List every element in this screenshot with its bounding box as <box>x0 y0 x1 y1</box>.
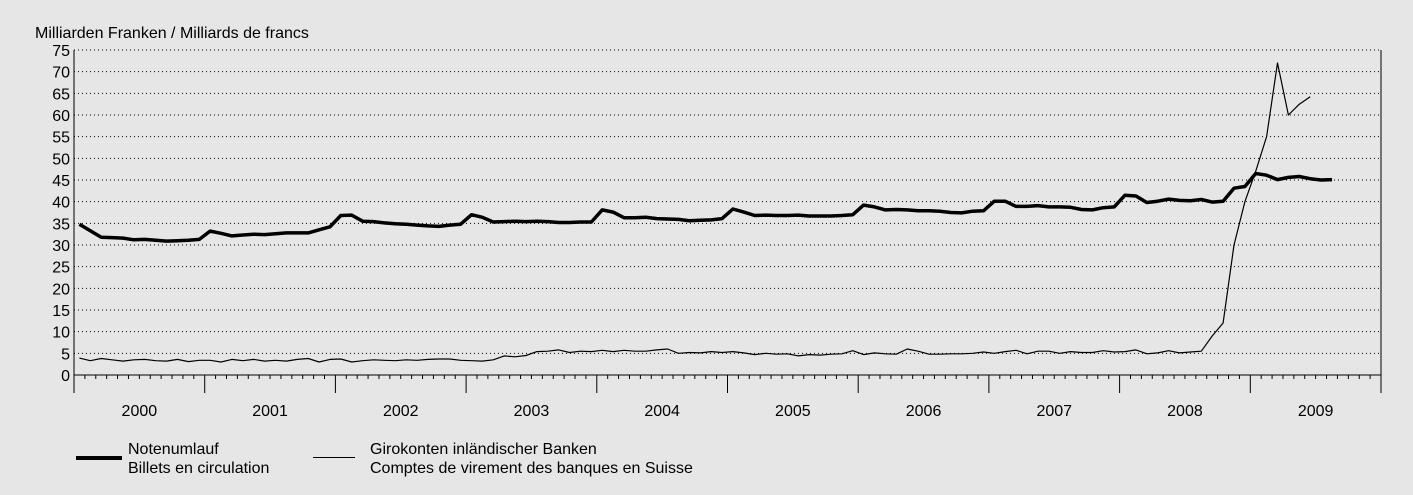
y-tick-label: 60 <box>52 108 70 125</box>
legend-swatch-thick-line <box>76 456 122 460</box>
y-tick-label: 35 <box>52 216 70 233</box>
legend-notes-label-fr: Billets en circulation <box>128 460 270 477</box>
axes: 0 5 10 15 20 25 30 35 40 45 50 55 60 65 70 75 2000 2001 20… <box>52 43 1382 420</box>
x-tick-label-year: 2001 <box>252 403 288 420</box>
x-tick-label-year: 2007 <box>1036 403 1072 420</box>
y-tick-label: 65 <box>52 86 70 103</box>
series-line-girokonten <box>79 62 1311 363</box>
legend-notes-label-de: Notenumlauf <box>128 441 219 458</box>
y-tick-label: 40 <box>52 195 70 212</box>
series-lines <box>78 62 1333 363</box>
y-tick-label: 45 <box>52 173 70 190</box>
x-tick-label-year: 2003 <box>514 403 550 420</box>
y-tick-label: 5 <box>61 346 70 363</box>
y-tick-label: 50 <box>52 151 70 168</box>
y-tick-label: 75 <box>52 43 70 60</box>
legend-giro-label-fr: Comptes de virement des banques en Suiss… <box>370 460 693 477</box>
y-tick-label: 25 <box>52 260 70 277</box>
y-tick-label: 30 <box>52 238 70 255</box>
legend-swatch-thin-line <box>313 457 355 458</box>
x-tick-label-year: 2000 <box>122 403 158 420</box>
x-tick-label-year: 2005 <box>775 403 811 420</box>
y-axis-unit-label: Milliarden Franken / Milliards de francs <box>35 25 309 42</box>
y-tick-label: 70 <box>52 65 70 82</box>
x-tick-label-year: 2006 <box>906 403 942 420</box>
x-tick-label-year: 2004 <box>644 403 680 420</box>
y-tick-label: 15 <box>52 303 70 320</box>
x-tick-label-year: 2009 <box>1298 403 1334 420</box>
series-line-notenumlauf <box>78 171 1333 243</box>
y-tick-label: 20 <box>52 281 70 298</box>
x-tick-label-year: 2008 <box>1167 403 1203 420</box>
y-tick-label: 0 <box>61 368 70 385</box>
y-tick-label: 10 <box>52 325 70 342</box>
x-tick-label-year: 2002 <box>383 403 419 420</box>
y-tick-label: 55 <box>52 130 70 147</box>
legend-giro-label-de: Girokonten inländischer Banken <box>370 441 597 458</box>
